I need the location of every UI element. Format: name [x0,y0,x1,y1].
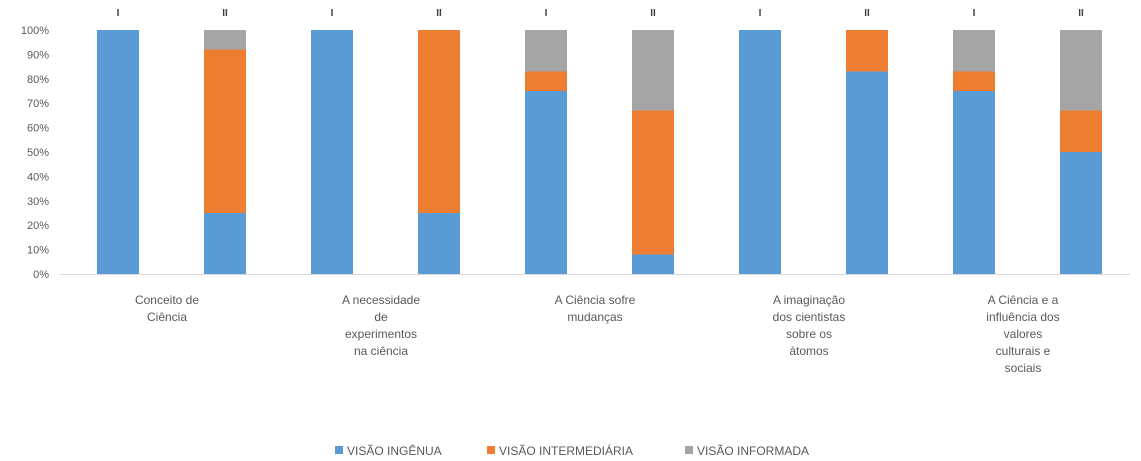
y-tick-label: 90% [27,49,49,61]
legend-label: VISÃO INGÊNUA [347,443,442,458]
y-tick-label: 100% [21,25,49,37]
bar-segment [204,213,246,274]
bar-segment [97,30,139,274]
y-tick-label: 80% [27,74,49,86]
bar-segment [525,30,567,72]
legend-swatch [685,446,693,454]
x-category-label: culturais e [996,344,1051,358]
bar-segment [846,71,888,274]
group-label: I [973,8,976,19]
y-tick-label: 60% [27,123,49,135]
y-tick-label: 0% [33,269,49,281]
bar-segment [739,30,781,274]
y-tick-label: 20% [27,220,49,232]
legend-label: VISÃO INFORMADA [697,444,809,458]
y-tick-label: 50% [27,147,49,159]
x-category-label: A Ciência e a [988,293,1059,307]
y-tick-label: 40% [27,171,49,183]
bar-segment [953,71,995,91]
group-label: II [436,8,442,19]
x-category-label: A necessidade [342,293,420,307]
bar-segment [632,110,674,255]
x-category-label: valores [1004,327,1043,341]
x-category-label: na ciência [354,344,408,358]
y-tick-label: 70% [27,98,49,110]
bar-segment [1060,30,1102,111]
legend-swatch [487,446,495,454]
bar-segment [953,91,995,274]
x-category-label: sobre os [786,327,832,341]
bar-segment [311,30,353,274]
bar-segment [525,71,567,91]
bar-segment [525,91,567,274]
group-label: II [650,8,656,19]
y-tick-label: 30% [27,196,49,208]
bar-segment [204,30,246,50]
x-category-label: experimentos [345,327,417,341]
bar-segment [418,30,460,213]
group-label: I [759,8,762,19]
legend-swatch [335,446,343,454]
x-category-label: A imaginação [773,293,845,307]
x-category-label: de [374,310,388,324]
legend: VISÃO INGÊNUA VISÃO INTERMEDIÁRIA VISÃO IN… [335,443,809,458]
bar-segment [204,49,246,213]
group-label: II [1078,8,1084,19]
y-axis: 0% 10% 20% 30% 40% 50% 60% 70% 80% 90% 100% [21,25,1130,281]
group-label: I [331,8,334,19]
x-category-label: influência dos [986,310,1059,324]
bar-segment [418,213,460,274]
bar-segment [1060,110,1102,152]
legend-label: VISÃO INTERMEDIÁRIA [499,443,633,458]
x-category-label: mudanças [567,310,622,324]
y-tick-label: 10% [27,245,49,257]
x-category-label: Ciência [147,310,187,324]
bar-segment [1060,152,1102,274]
bar-segment [953,30,995,72]
group-label: I [545,8,548,19]
group-label: I [117,8,120,19]
x-category-label: sociais [1005,361,1042,375]
bar-segment [632,254,674,274]
x-category-label: átomos [789,344,828,358]
bar-segment [632,30,674,111]
bars [97,30,1102,274]
group-label: II [222,8,228,19]
group-label: II [864,8,870,19]
bar-segment [846,30,888,72]
x-category-label: Conceito de [135,293,199,307]
x-category-label: dos cientistas [773,310,846,324]
x-category-label: A Ciência sofre [555,293,636,307]
